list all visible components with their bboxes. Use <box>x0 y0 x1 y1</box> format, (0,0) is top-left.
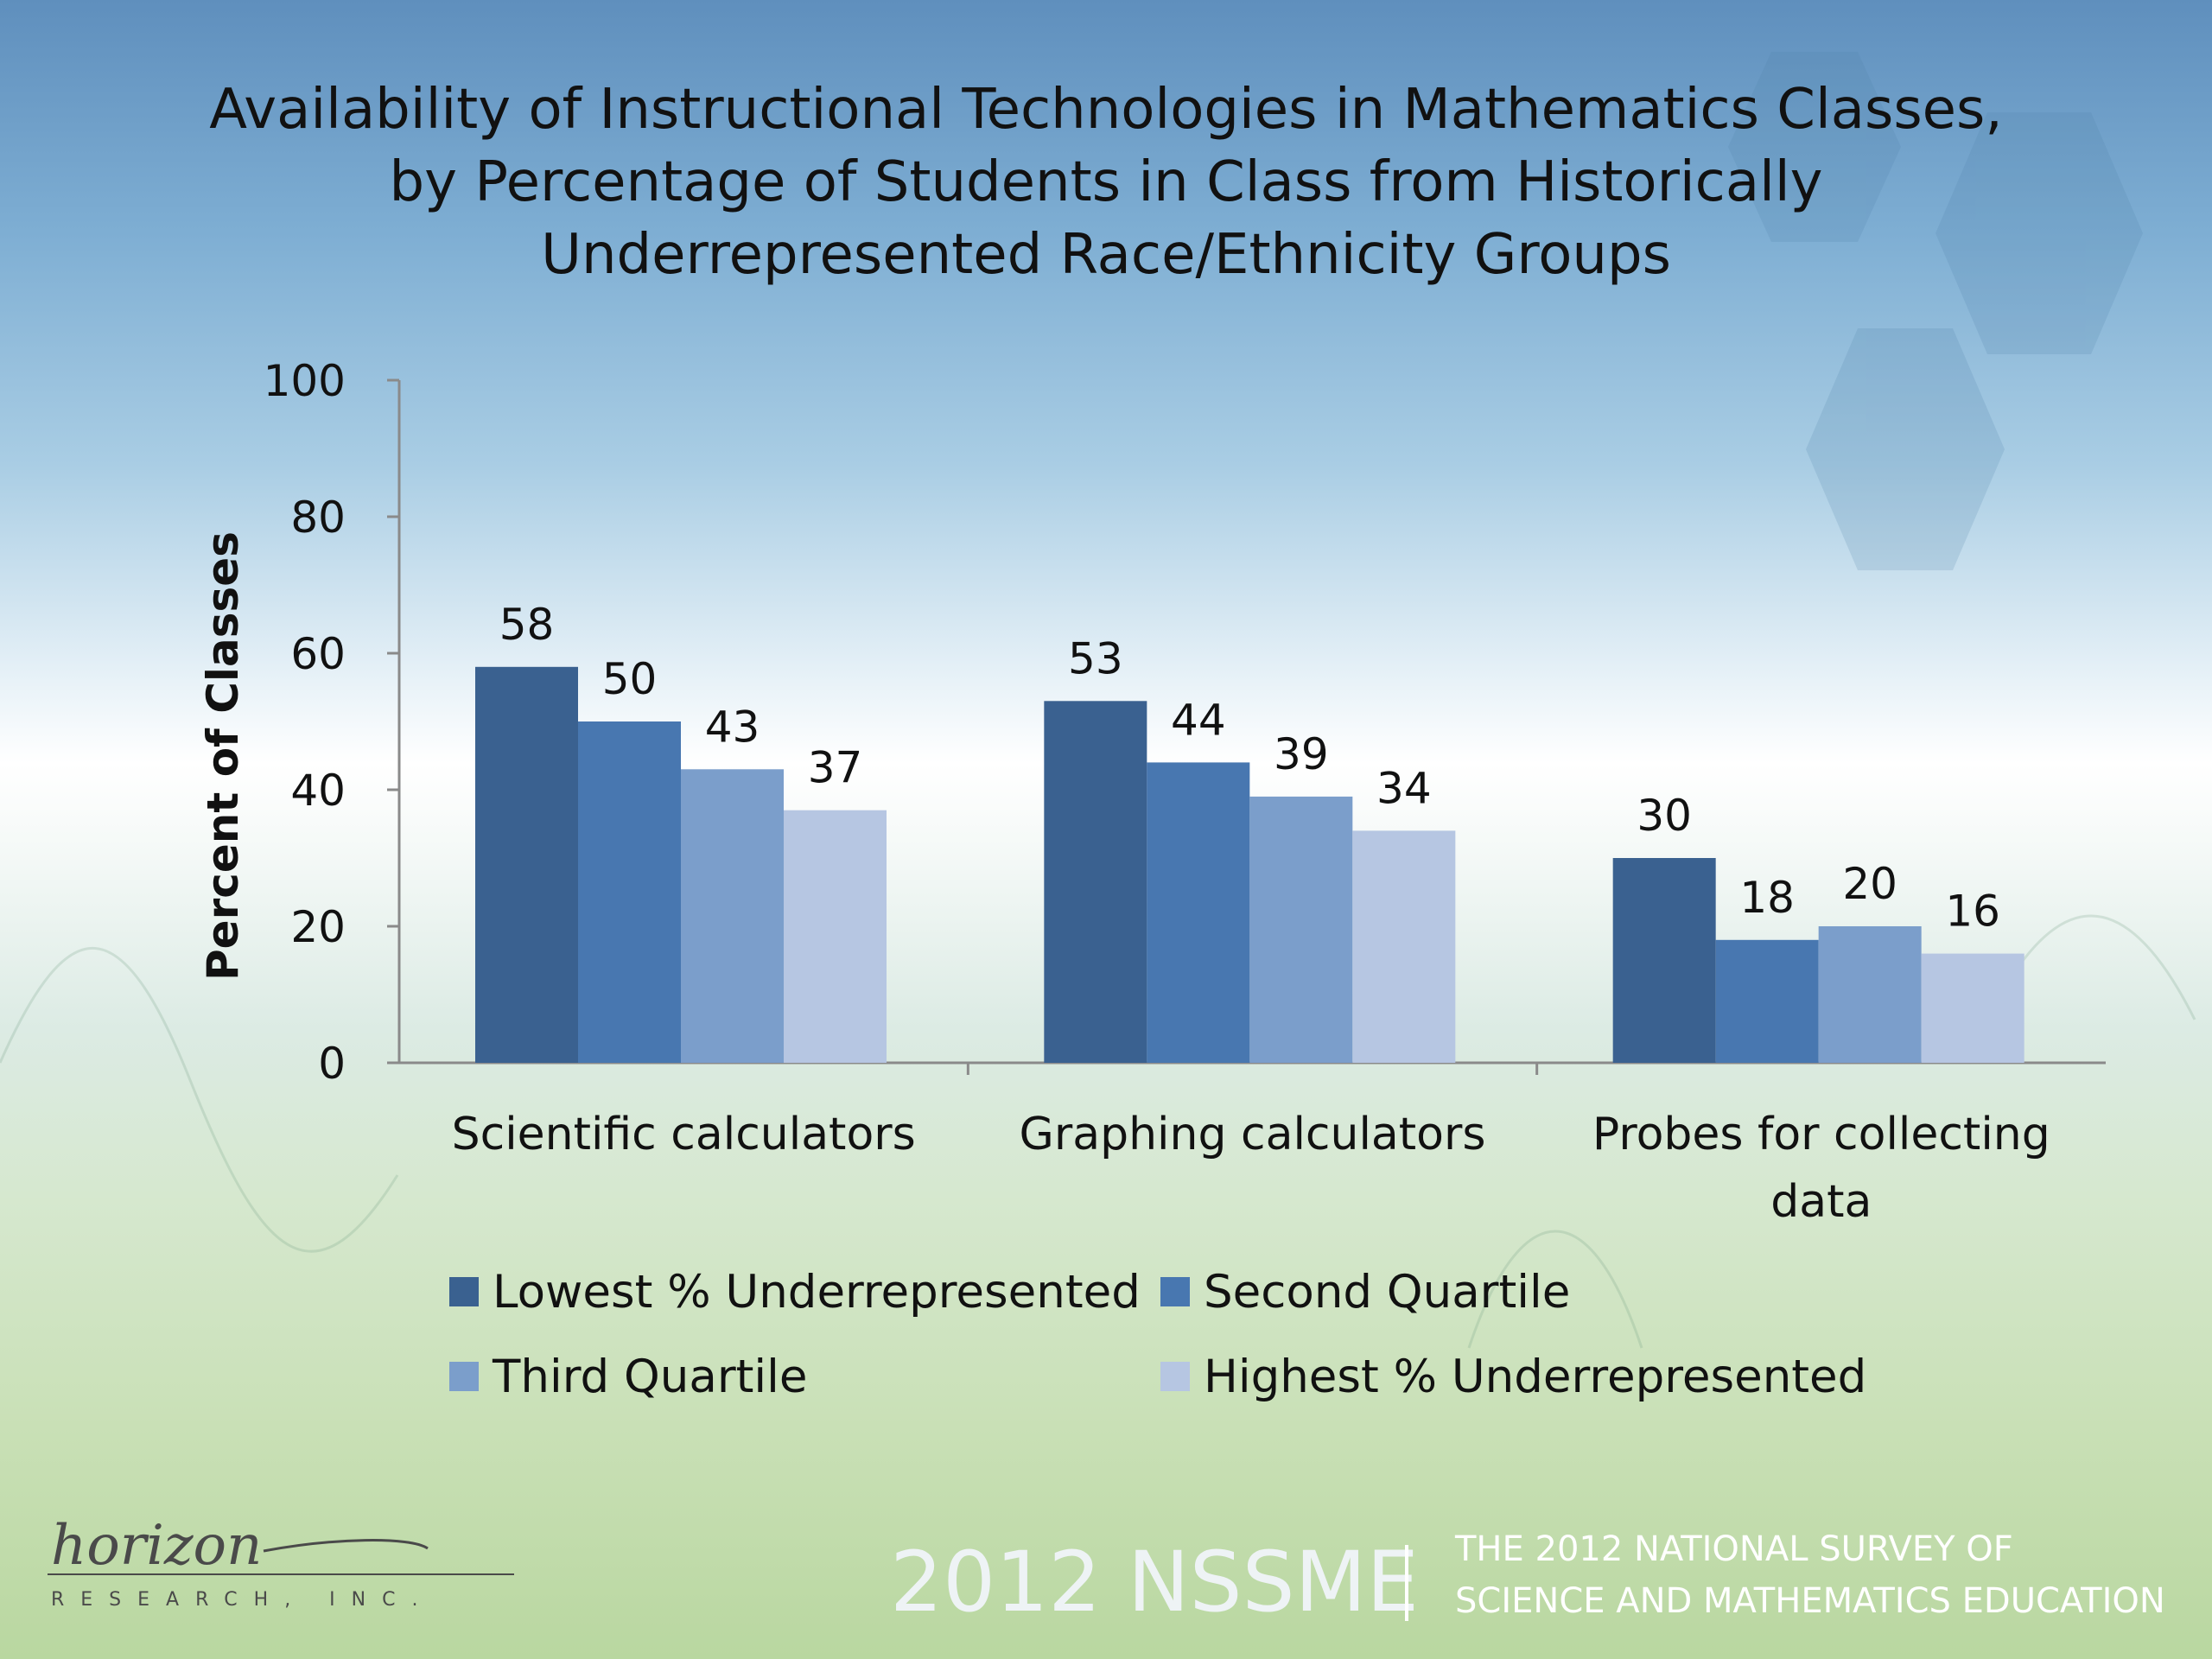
bar <box>1249 796 1353 1063</box>
bar <box>1352 830 1456 1063</box>
legend-item-second: Second Quartile <box>1160 1266 1570 1319</box>
legend-label: Highest % Underrepresented <box>1204 1351 1867 1403</box>
logo-script: horizon <box>51 1514 262 1578</box>
data-label: 16 <box>1945 887 2000 937</box>
legend-label: Lowest % Underrepresented <box>493 1266 1141 1319</box>
data-label: 44 <box>1171 695 1226 745</box>
legend-swatch <box>449 1277 479 1307</box>
data-label: 37 <box>808 743 863 793</box>
title-line: Underrepresented Race/Ethnicity Groups <box>541 223 1671 287</box>
bar <box>475 666 578 1063</box>
data-label: 39 <box>1274 729 1329 779</box>
data-label: 18 <box>1739 873 1795 923</box>
footer-survey-name: THE 2012 NATIONAL SURVEY OF SCIENCE AND … <box>1455 1523 2165 1627</box>
footer-survey-line: SCIENCE AND MATHEMATICS EDUCATION <box>1455 1581 2165 1621</box>
footer-survey-line: THE 2012 NATIONAL SURVEY OF <box>1455 1529 2013 1569</box>
footer-nssme: 2012 NSSME <box>890 1534 1419 1630</box>
plot-area: 0 20 40 60 80 100 Scientific calculators 58 50 43… <box>264 356 2106 1228</box>
y-tick-label: 0 <box>318 1039 346 1089</box>
y-tick-label: 100 <box>264 356 346 406</box>
legend-label: Second Quartile <box>1204 1266 1571 1319</box>
legend-item-lowest: Lowest % Underrepresented <box>449 1266 1141 1319</box>
data-label: 50 <box>602 654 658 704</box>
bar <box>681 769 784 1063</box>
y-tick-label: 20 <box>290 902 346 952</box>
x-tick-label: Scientific calculators <box>452 1109 916 1160</box>
bar <box>1044 701 1147 1063</box>
y-axis-label: Percent of Classes <box>198 531 248 981</box>
data-label: 20 <box>1842 859 1897 909</box>
legend-item-third: Third Quartile <box>449 1351 807 1403</box>
x-tick-label: Probes for collecting <box>1592 1109 2050 1160</box>
logo-subtitle: RESEARCH, INC. <box>51 1589 434 1611</box>
data-label: 58 <box>499 600 555 650</box>
data-label: 34 <box>1376 763 1432 813</box>
bar <box>578 721 681 1063</box>
x-tick-label: Graphing calculators <box>1020 1109 1486 1160</box>
y-tick-label: 40 <box>290 766 346 816</box>
bar <box>1147 762 1250 1063</box>
title-line: by Percentage of Students in Class from … <box>389 150 1823 214</box>
title-line: Availability of Instructional Technologi… <box>209 78 2003 142</box>
bar <box>1612 858 1716 1063</box>
x-tick-label: data <box>1770 1176 1872 1228</box>
bar <box>1715 939 1819 1063</box>
legend-item-highest: Highest % Underrepresented <box>1160 1351 1866 1403</box>
bar <box>784 810 887 1063</box>
legend-swatch <box>449 1362 479 1392</box>
legend-swatch <box>1160 1362 1190 1392</box>
legend-swatch <box>1160 1277 1190 1307</box>
data-label: 30 <box>1637 791 1692 841</box>
data-label: 43 <box>705 702 760 752</box>
legend-label: Third Quartile <box>493 1351 808 1403</box>
chart-title: Availability of Instructional Technologi… <box>69 73 2143 291</box>
bar <box>1921 953 2024 1063</box>
y-tick-label: 80 <box>290 493 346 543</box>
footer-divider <box>1405 1545 1408 1621</box>
horizon-research-logo: horizon RESEARCH, INC. <box>48 1514 514 1611</box>
y-tick-label: 60 <box>290 629 346 679</box>
bar <box>1818 926 1922 1063</box>
data-label: 53 <box>1068 633 1123 683</box>
